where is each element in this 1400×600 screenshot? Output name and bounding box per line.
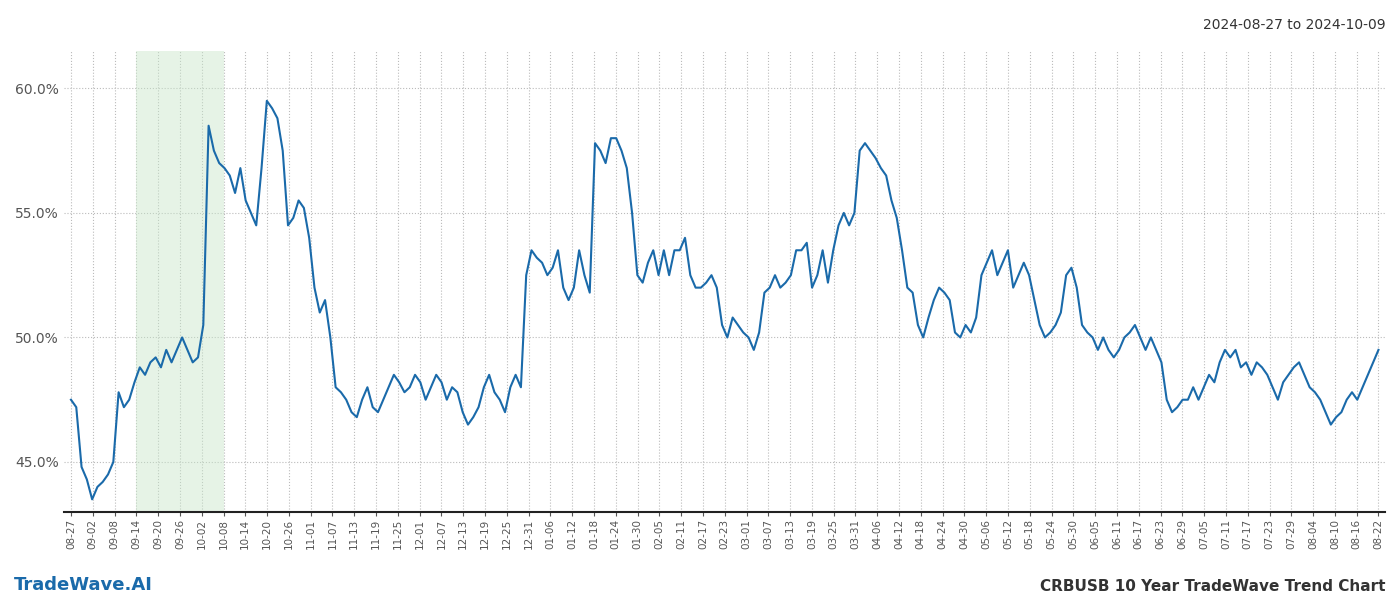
Bar [136, 51, 224, 512]
Text: TradeWave.AI: TradeWave.AI [14, 576, 153, 594]
Text: CRBUSB 10 Year TradeWave Trend Chart: CRBUSB 10 Year TradeWave Trend Chart [1040, 579, 1386, 594]
Text: 2024-08-27 to 2024-10-09: 2024-08-27 to 2024-10-09 [1204, 18, 1386, 32]
